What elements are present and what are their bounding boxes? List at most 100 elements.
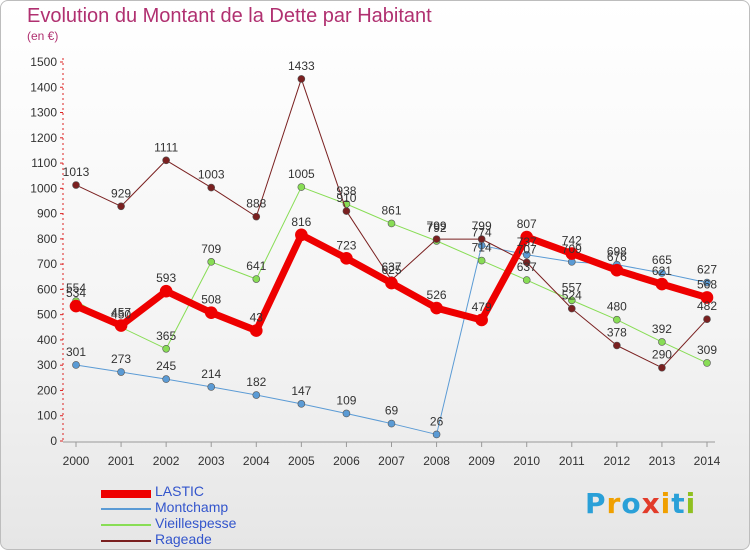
legend-swatch bbox=[101, 490, 151, 498]
data-label-montchamp: 69 bbox=[385, 404, 399, 418]
data-point-vieillespesse bbox=[522, 276, 531, 284]
data-label-rageade: 637 bbox=[381, 260, 401, 274]
logo-letter: t bbox=[671, 487, 686, 520]
x-tick-label: 2007 bbox=[378, 454, 405, 468]
legend-label: Rageade bbox=[155, 531, 212, 547]
data-point-lastic bbox=[475, 313, 488, 327]
data-point-rageade bbox=[207, 183, 216, 192]
data-label-rageade: 1111 bbox=[154, 140, 178, 154]
data-label-vieillespesse: 714 bbox=[472, 241, 492, 255]
y-tick-label: 1000 bbox=[30, 181, 57, 195]
y-tick-label: 1400 bbox=[30, 80, 57, 94]
logo-letter: x bbox=[641, 487, 661, 520]
data-point-lastic bbox=[430, 301, 443, 315]
data-label-vieillespesse: 792 bbox=[427, 221, 447, 235]
y-tick-label: 0 bbox=[50, 434, 57, 448]
data-label-vieillespesse: 861 bbox=[381, 203, 401, 217]
proxiti-logo: Proxiti bbox=[585, 487, 696, 520]
data-point-montchamp bbox=[72, 361, 80, 369]
data-label-vieillespesse: 392 bbox=[652, 322, 672, 336]
x-tick-label: 2011 bbox=[559, 454, 585, 468]
x-tick-label: 2002 bbox=[153, 454, 180, 468]
y-tick-label: 100 bbox=[37, 409, 57, 423]
data-point-lastic bbox=[520, 230, 534, 244]
data-point-rageade bbox=[252, 212, 261, 221]
x-tick-label: 2005 bbox=[288, 454, 315, 468]
data-label-vieillespesse: 938 bbox=[336, 184, 356, 198]
data-point-montchamp bbox=[522, 250, 531, 259]
data-label-rageade: 929 bbox=[111, 186, 131, 200]
data-point-montchamp bbox=[703, 278, 711, 287]
y-tick-label: 700 bbox=[37, 257, 57, 271]
data-label-montchamp: 698 bbox=[607, 245, 627, 259]
logo-letter: i bbox=[660, 487, 672, 520]
data-point-lastic bbox=[114, 319, 128, 332]
data-point-montchamp bbox=[387, 419, 396, 428]
data-point-rageade bbox=[72, 181, 80, 189]
data-label-lastic: 457 bbox=[111, 306, 131, 320]
data-point-rageade bbox=[613, 341, 621, 350]
logo-letter: P bbox=[585, 487, 607, 520]
data-label-rageade: 290 bbox=[652, 348, 672, 362]
x-tick-label: 2009 bbox=[468, 454, 495, 468]
data-label-montchamp: 273 bbox=[111, 352, 131, 366]
data-point-vieillespesse bbox=[703, 359, 711, 367]
data-point-rageade bbox=[162, 156, 170, 165]
chart-title: Evolution du Montant de la Dette par Hab… bbox=[27, 5, 432, 27]
data-label-lastic: 807 bbox=[517, 217, 537, 231]
data-label-montchamp: 245 bbox=[156, 359, 176, 373]
data-label-vieillespesse: 641 bbox=[246, 259, 266, 273]
data-label-vieillespesse: 554 bbox=[66, 281, 86, 295]
data-point-montchamp bbox=[658, 269, 666, 277]
logo-letter: o bbox=[621, 487, 642, 520]
y-tick-label: 1200 bbox=[30, 131, 57, 145]
data-point-montchamp bbox=[252, 391, 261, 399]
data-label-vieillespesse: 450 bbox=[111, 307, 131, 321]
data-point-lastic bbox=[204, 306, 218, 319]
data-point-lastic bbox=[69, 299, 83, 313]
y-tick-label: 1500 bbox=[30, 55, 57, 69]
data-label-rageade: 799 bbox=[427, 219, 447, 233]
data-point-lastic bbox=[295, 228, 308, 242]
data-point-montchamp bbox=[432, 430, 441, 439]
data-point-rageade bbox=[342, 207, 351, 215]
data-label-montchamp: 109 bbox=[336, 393, 356, 407]
data-point-lastic bbox=[159, 284, 173, 298]
x-tick-label: 2010 bbox=[513, 454, 540, 468]
logo-letter: r bbox=[606, 487, 622, 520]
data-point-lastic bbox=[249, 324, 263, 337]
y-tick-label: 1100 bbox=[31, 156, 57, 170]
data-label-lastic: 621 bbox=[652, 264, 672, 278]
y-tick-label: 400 bbox=[37, 333, 57, 347]
data-point-vieillespesse bbox=[613, 315, 621, 324]
data-point-montchamp bbox=[297, 400, 306, 408]
x-tick-label: 2004 bbox=[243, 454, 270, 468]
data-label-montchamp: 774 bbox=[472, 225, 492, 239]
data-point-lastic bbox=[655, 277, 669, 291]
data-label-rageade: 524 bbox=[562, 289, 582, 303]
data-point-rageade bbox=[477, 235, 486, 243]
data-label-montchamp: 627 bbox=[697, 263, 717, 277]
data-point-lastic bbox=[610, 263, 624, 277]
data-label-montchamp: 214 bbox=[201, 367, 221, 381]
logo-letter: i bbox=[685, 487, 697, 520]
data-point-vieillespesse bbox=[477, 256, 486, 265]
x-tick-label: 2001 bbox=[108, 454, 135, 468]
data-label-vieillespesse: 365 bbox=[156, 329, 176, 343]
data-point-lastic bbox=[385, 276, 398, 290]
data-label-vieillespesse: 557 bbox=[562, 280, 582, 294]
data-label-lastic: 816 bbox=[291, 215, 311, 229]
data-point-vieillespesse bbox=[162, 344, 170, 353]
y-tick-label: 900 bbox=[37, 207, 57, 221]
data-label-montchamp: 182 bbox=[246, 375, 266, 389]
y-tick-label: 500 bbox=[37, 308, 57, 322]
x-tick-label: 2006 bbox=[333, 454, 360, 468]
data-point-vieillespesse bbox=[567, 296, 576, 305]
data-label-lastic: 676 bbox=[607, 250, 627, 264]
data-label-rageade: 1013 bbox=[63, 165, 90, 179]
data-label-montchamp: 26 bbox=[430, 414, 444, 428]
data-point-rageade bbox=[703, 315, 711, 324]
data-label-montchamp: 737 bbox=[517, 235, 537, 249]
data-label-vieillespesse: 309 bbox=[697, 343, 717, 357]
